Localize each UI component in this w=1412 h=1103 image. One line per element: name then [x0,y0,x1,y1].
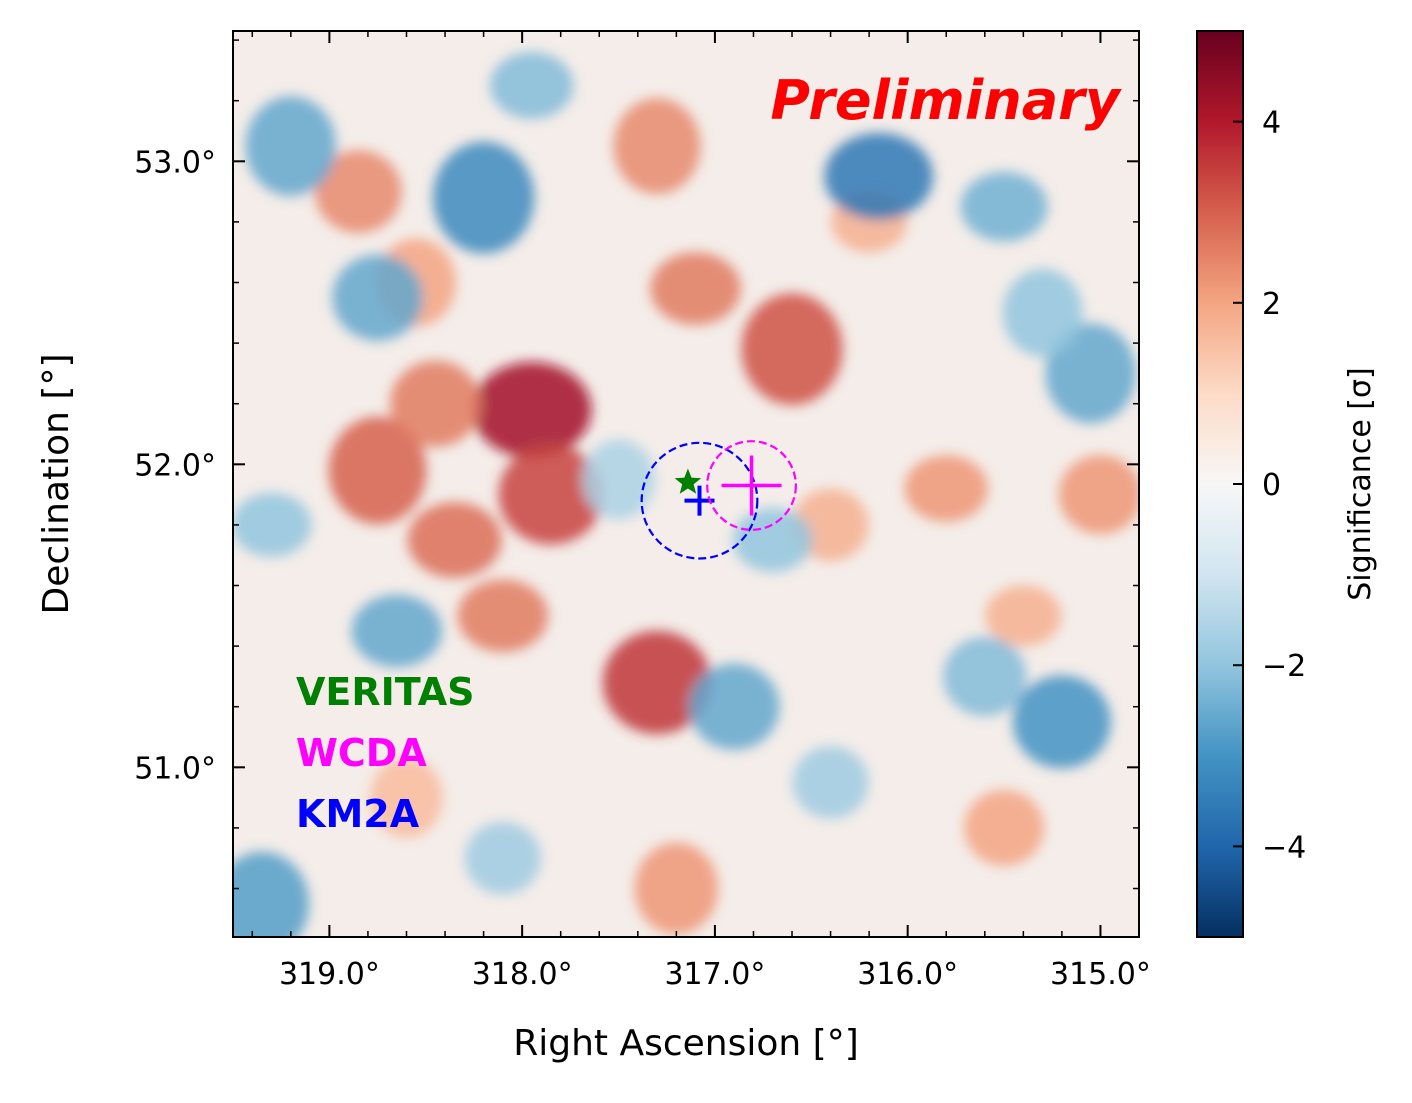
colorbar-tick-label: 0 [1262,468,1281,503]
x-tick-label: 315.0° [1050,957,1151,992]
heatmap-blob [1002,268,1083,357]
heatmap-blob [332,254,423,341]
source-markers [640,440,797,560]
legend: VERITAS WCDA KM2A [296,670,475,836]
heatmap-blob [1045,323,1137,424]
heatmap-blob [457,579,549,653]
heatmap-blob [824,132,934,220]
x-tick-label: 319.0° [279,957,380,992]
heatmap-blob [582,439,655,520]
heatmap-blob [942,636,1027,717]
veritas-star-marker [674,468,702,494]
y-axis-ticks: 53.0° 52.0° 51.0° [134,39,1139,890]
y-tick-label: 52.0° [134,448,216,483]
heatmap-blob [634,842,719,935]
heatmap-blob [741,293,843,406]
heatmap-area [233,31,1139,937]
heatmap-blob [1058,454,1139,535]
heatmap-blob [613,98,701,195]
colorbar-tick-label: −2 [1262,649,1306,684]
heatmap-blob [602,630,712,735]
plot-frame [232,30,1140,938]
colorbar-ticks: 4 2 0 −2 −4 [1233,106,1306,865]
heatmap-blob [407,502,502,578]
y-tick-label: 51.0° [134,751,216,786]
heatmap-blob [370,757,443,838]
x-tick-label: 317.0° [664,957,765,992]
x-axis-label: Right Ascension [°] [513,1023,859,1064]
heatmap-blob [233,851,310,937]
heatmap-blob [904,455,989,522]
heatmap-blob [964,789,1045,866]
heatmap-blob [1012,675,1111,769]
heatmap-blob [314,150,402,234]
legend-km2a: KM2A [296,792,420,836]
heatmap-blob [245,96,337,197]
heatmap-blob [351,594,443,668]
heatmap-blob [650,252,742,325]
km2a-extent-circle [640,441,759,560]
heatmap-blob [732,508,813,573]
colorbar-label: Significance [σ] [1343,367,1378,600]
preliminary-watermark: Preliminary [770,69,1122,132]
x-tick-label: 316.0° [857,957,958,992]
heatmap-blob [432,141,535,254]
colorbar-tick-label: −4 [1262,830,1306,865]
legend-wcda: WCDA [296,731,427,775]
heatmap-blob [390,360,481,447]
heatmap-blob [328,416,427,525]
legend-veritas: VERITAS [296,670,475,714]
y-tick-label: 53.0° [134,145,216,180]
heatmap-blob [960,171,1048,242]
heatmap-blob [471,361,592,458]
heatmap-blob [464,821,542,895]
colorbar-tick-label: 2 [1262,287,1281,322]
heatmap-blob [792,746,869,819]
wcda-extent-circle [706,440,797,531]
colorbar-tick-label: 4 [1262,106,1281,141]
heatmap-blob [489,52,574,119]
heatmap-blob [985,585,1062,647]
heatmap-blob [233,492,312,557]
x-axis-ticks: 319.0° 318.0° 317.0° 316.0° 315.0° [251,31,1151,992]
heatmap-blob [498,444,604,545]
heatmap-blob [688,663,780,750]
y-axis-label: Declination [°] [36,353,77,614]
x-tick-label: 318.0° [472,957,573,992]
